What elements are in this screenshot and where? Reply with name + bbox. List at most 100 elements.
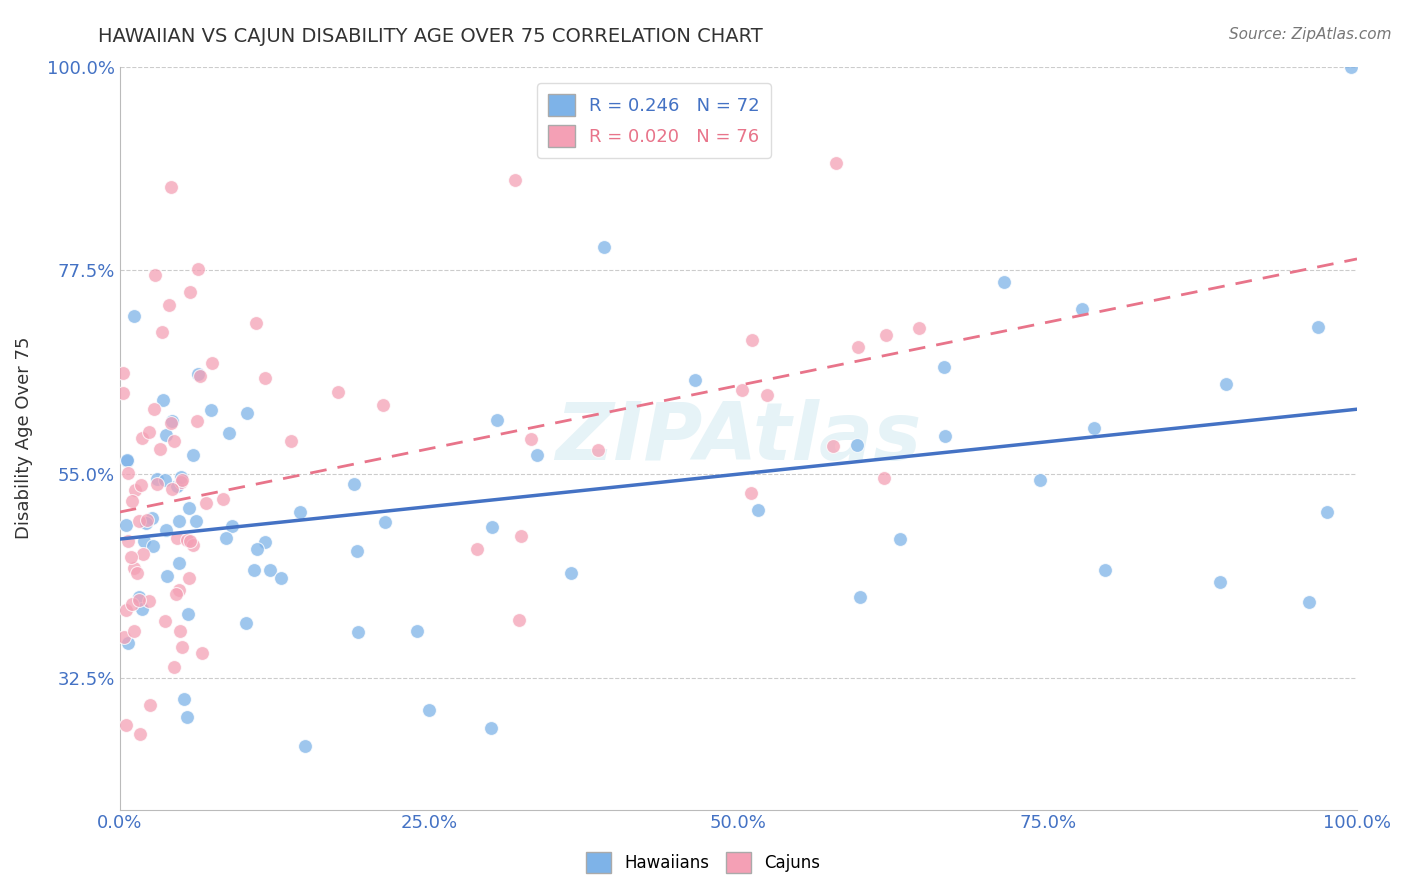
Point — [755, 387, 778, 401]
Point — [294, 739, 316, 753]
Point — [160, 416, 183, 430]
Point — [163, 659, 186, 673]
Point — [188, 369, 211, 384]
Point — [115, 518, 138, 533]
Point — [170, 475, 193, 489]
Point — [845, 438, 868, 452]
Point — [201, 356, 224, 370]
Point — [122, 561, 145, 575]
Point — [162, 414, 184, 428]
Point — [187, 367, 209, 381]
Point — [326, 384, 349, 399]
Point — [873, 470, 896, 484]
Point — [149, 442, 172, 457]
Point — [560, 566, 582, 581]
Point — [418, 703, 440, 717]
Point — [195, 495, 218, 509]
Point — [1209, 574, 1232, 589]
Point — [128, 590, 150, 604]
Point — [190, 646, 212, 660]
Point — [741, 333, 763, 347]
Point — [683, 373, 706, 387]
Legend: Hawaiians, Cajuns: Hawaiians, Cajuns — [579, 846, 827, 880]
Point — [508, 613, 530, 627]
Point — [166, 531, 188, 545]
Point — [235, 615, 257, 630]
Point — [821, 439, 844, 453]
Point — [211, 491, 233, 506]
Point — [129, 727, 152, 741]
Point — [114, 603, 136, 617]
Point — [346, 544, 368, 558]
Point — [117, 533, 139, 548]
Point — [155, 523, 177, 537]
Point — [934, 429, 956, 443]
Point — [932, 359, 955, 374]
Point — [215, 531, 238, 545]
Point — [346, 624, 368, 639]
Point — [236, 405, 259, 419]
Point — [242, 563, 264, 577]
Point — [142, 539, 165, 553]
Text: Source: ZipAtlas.com: Source: ZipAtlas.com — [1229, 27, 1392, 42]
Point — [115, 452, 138, 467]
Point — [139, 698, 162, 712]
Point — [153, 474, 176, 488]
Point — [169, 514, 191, 528]
Point — [179, 285, 201, 299]
Point — [125, 566, 148, 580]
Point — [486, 413, 509, 427]
Point — [179, 571, 201, 585]
Point — [221, 519, 243, 533]
Point — [160, 482, 183, 496]
Point — [740, 486, 762, 500]
Point — [875, 327, 897, 342]
Point — [246, 542, 269, 557]
Point — [117, 467, 139, 481]
Point — [124, 483, 146, 498]
Point — [1316, 505, 1339, 519]
Point — [200, 403, 222, 417]
Point — [153, 614, 176, 628]
Point — [177, 500, 200, 515]
Point — [114, 718, 136, 732]
Legend: R = 0.246   N = 72, R = 0.020   N = 76: R = 0.246 N = 72, R = 0.020 N = 76 — [537, 83, 770, 158]
Point — [165, 587, 187, 601]
Point — [131, 602, 153, 616]
Point — [1083, 421, 1105, 435]
Point — [117, 636, 139, 650]
Point — [586, 443, 609, 458]
Point — [122, 309, 145, 323]
Point — [177, 607, 200, 621]
Point — [187, 261, 209, 276]
Point — [145, 477, 167, 491]
Point — [120, 550, 142, 565]
Point — [907, 321, 929, 335]
Point — [112, 366, 135, 380]
Point — [132, 547, 155, 561]
Point — [253, 535, 276, 549]
Point — [186, 414, 208, 428]
Point — [176, 533, 198, 547]
Point — [889, 532, 911, 546]
Text: HAWAIIAN VS CAJUN DISABILITY AGE OVER 75 CORRELATION CHART: HAWAIIAN VS CAJUN DISABILITY AGE OVER 75… — [98, 27, 763, 45]
Point — [993, 275, 1015, 289]
Y-axis label: Disability Age Over 75: Disability Age Over 75 — [15, 337, 32, 540]
Point — [846, 340, 869, 354]
Point — [152, 325, 174, 339]
Point — [115, 453, 138, 467]
Point — [270, 571, 292, 585]
Point — [253, 371, 276, 385]
Point — [157, 298, 180, 312]
Point — [1308, 320, 1330, 334]
Point — [520, 432, 543, 446]
Point — [112, 386, 135, 401]
Point — [169, 557, 191, 571]
Point — [280, 434, 302, 448]
Point — [731, 383, 754, 397]
Point — [138, 594, 160, 608]
Point — [593, 240, 616, 254]
Point — [259, 563, 281, 577]
Point — [481, 520, 503, 534]
Point — [825, 156, 848, 170]
